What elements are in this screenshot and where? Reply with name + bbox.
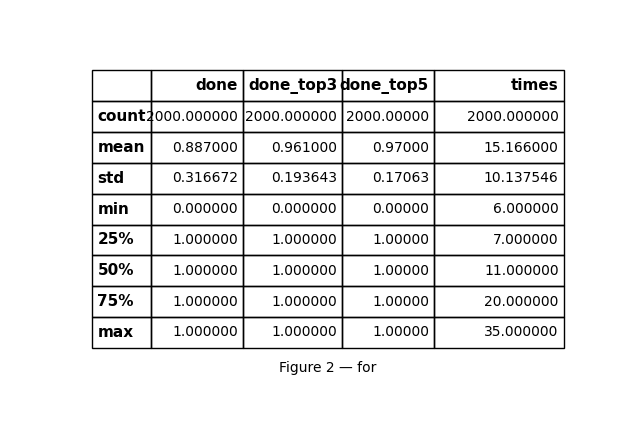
Text: 1.000000: 1.000000 — [172, 295, 238, 309]
Text: 2000.00000: 2000.00000 — [346, 110, 429, 124]
Bar — [243, 224, 342, 255]
Bar — [342, 132, 434, 163]
Text: 2000.000000: 2000.000000 — [245, 110, 337, 124]
Text: 0.17063: 0.17063 — [372, 171, 429, 185]
Text: 0.97000: 0.97000 — [372, 141, 429, 155]
Bar — [434, 163, 564, 194]
Bar — [243, 70, 342, 101]
Text: 20.000000: 20.000000 — [484, 295, 559, 309]
Bar — [151, 317, 243, 348]
Text: 1.000000: 1.000000 — [172, 233, 238, 247]
Text: 25%: 25% — [97, 233, 134, 247]
Bar — [92, 70, 151, 101]
Bar — [434, 194, 564, 224]
Bar — [434, 255, 564, 286]
Text: 0.000000: 0.000000 — [271, 202, 337, 216]
Bar — [92, 317, 151, 348]
Bar — [92, 224, 151, 255]
Bar — [92, 255, 151, 286]
Bar — [243, 317, 342, 348]
Text: 0.193643: 0.193643 — [271, 171, 337, 185]
Text: min: min — [97, 202, 129, 217]
Text: 2000.000000: 2000.000000 — [467, 110, 559, 124]
Text: mean: mean — [97, 140, 145, 155]
Bar — [151, 101, 243, 132]
Text: 1.00000: 1.00000 — [372, 326, 429, 339]
Bar — [151, 286, 243, 317]
Text: 0.316672: 0.316672 — [172, 171, 238, 185]
Bar — [151, 224, 243, 255]
Text: 0.000000: 0.000000 — [173, 202, 238, 216]
Bar — [92, 286, 151, 317]
Text: 0.887000: 0.887000 — [172, 141, 238, 155]
Bar — [342, 101, 434, 132]
Bar — [243, 132, 342, 163]
Text: done_top5: done_top5 — [340, 78, 429, 94]
Bar — [342, 70, 434, 101]
Text: 1.000000: 1.000000 — [172, 326, 238, 339]
Bar — [434, 286, 564, 317]
Bar — [342, 286, 434, 317]
Bar — [92, 101, 151, 132]
Text: 10.137546: 10.137546 — [484, 171, 559, 185]
Text: 50%: 50% — [97, 263, 134, 278]
Text: 0.00000: 0.00000 — [372, 202, 429, 216]
Text: Figure 2 — for: Figure 2 — for — [279, 361, 377, 375]
Bar — [434, 132, 564, 163]
Bar — [434, 317, 564, 348]
Text: 35.000000: 35.000000 — [484, 326, 559, 339]
Bar — [151, 70, 243, 101]
Text: 1.000000: 1.000000 — [271, 326, 337, 339]
Text: 2000.000000: 2000.000000 — [147, 110, 238, 124]
Bar — [434, 224, 564, 255]
Bar — [434, 70, 564, 101]
Bar — [342, 224, 434, 255]
Bar — [342, 317, 434, 348]
Text: 1.00000: 1.00000 — [372, 264, 429, 278]
Text: done: done — [196, 79, 238, 93]
Text: 1.000000: 1.000000 — [271, 264, 337, 278]
Text: 6.000000: 6.000000 — [493, 202, 559, 216]
Text: 1.00000: 1.00000 — [372, 233, 429, 247]
Text: 1.000000: 1.000000 — [271, 233, 337, 247]
Text: count: count — [97, 109, 146, 124]
Bar — [243, 255, 342, 286]
Bar — [92, 132, 151, 163]
Text: 11.000000: 11.000000 — [484, 264, 559, 278]
Bar — [151, 163, 243, 194]
Bar — [243, 163, 342, 194]
Text: done_top3: done_top3 — [248, 78, 337, 94]
Bar — [342, 255, 434, 286]
Text: 15.166000: 15.166000 — [484, 141, 559, 155]
Bar — [342, 163, 434, 194]
Bar — [243, 101, 342, 132]
Text: times: times — [511, 79, 559, 93]
Text: 0.961000: 0.961000 — [271, 141, 337, 155]
Text: 1.00000: 1.00000 — [372, 295, 429, 309]
Bar — [92, 163, 151, 194]
Bar — [342, 194, 434, 224]
Bar — [243, 286, 342, 317]
Text: 1.000000: 1.000000 — [271, 295, 337, 309]
Bar — [434, 101, 564, 132]
Bar — [151, 132, 243, 163]
Text: max: max — [97, 325, 134, 340]
Text: std: std — [97, 171, 125, 186]
Text: 7.000000: 7.000000 — [493, 233, 559, 247]
Bar — [92, 194, 151, 224]
Text: 75%: 75% — [97, 294, 134, 309]
Bar — [243, 194, 342, 224]
Text: 1.000000: 1.000000 — [172, 264, 238, 278]
Bar — [151, 255, 243, 286]
Bar — [151, 194, 243, 224]
